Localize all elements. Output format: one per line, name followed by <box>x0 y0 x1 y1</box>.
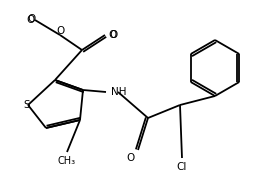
Text: O: O <box>127 153 135 163</box>
Text: NH: NH <box>111 87 126 97</box>
Text: O: O <box>56 26 64 36</box>
Text: O: O <box>28 14 36 24</box>
Text: S: S <box>24 100 30 110</box>
Text: Cl: Cl <box>177 162 187 172</box>
Text: O: O <box>27 15 35 25</box>
Text: CH₃: CH₃ <box>58 156 76 166</box>
Text: O: O <box>108 30 116 40</box>
Text: O: O <box>109 30 117 40</box>
